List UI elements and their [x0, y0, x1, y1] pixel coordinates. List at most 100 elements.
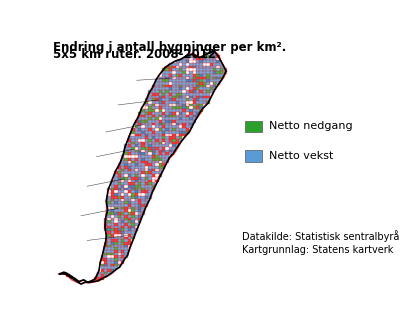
Bar	[145, 104, 148, 107]
Bar	[142, 185, 145, 188]
Bar	[131, 231, 135, 234]
Bar	[142, 109, 145, 112]
Bar	[114, 198, 118, 201]
Bar	[182, 117, 186, 120]
Bar	[169, 115, 172, 117]
Bar	[186, 120, 189, 123]
Bar	[111, 242, 114, 244]
Bar	[176, 82, 179, 85]
Bar	[169, 147, 172, 150]
Bar	[155, 161, 158, 163]
Bar	[152, 169, 155, 172]
Bar	[186, 60, 189, 63]
Bar	[148, 161, 152, 163]
Bar	[135, 128, 138, 131]
Bar	[169, 79, 172, 82]
Bar	[128, 204, 131, 207]
Bar	[186, 74, 189, 76]
Bar	[131, 215, 135, 218]
Bar	[107, 234, 111, 236]
Bar	[172, 142, 176, 144]
Bar	[158, 163, 162, 166]
Bar	[196, 93, 200, 96]
Text: Netto vekst: Netto vekst	[268, 151, 333, 161]
Bar	[131, 166, 135, 169]
Bar	[176, 63, 179, 66]
Bar	[104, 269, 107, 272]
Bar	[104, 275, 107, 277]
Bar	[179, 96, 182, 98]
Bar	[182, 87, 186, 90]
Bar	[155, 133, 158, 136]
Bar	[124, 244, 128, 247]
Bar	[124, 223, 128, 226]
Bar	[216, 55, 220, 58]
Bar	[128, 242, 131, 244]
Bar	[162, 128, 165, 131]
Bar	[138, 220, 142, 223]
Bar	[111, 236, 114, 239]
Bar	[162, 136, 165, 139]
Bar	[186, 93, 189, 96]
Bar	[155, 155, 158, 158]
Bar	[145, 120, 148, 123]
Bar	[142, 136, 145, 139]
Bar	[152, 90, 155, 93]
Bar	[169, 153, 172, 155]
Bar	[216, 71, 220, 74]
Bar	[131, 144, 135, 147]
Bar	[172, 112, 176, 115]
Bar	[135, 190, 138, 193]
Bar	[182, 76, 186, 79]
Bar	[179, 136, 182, 139]
Bar	[152, 131, 155, 133]
Bar	[189, 98, 193, 101]
Bar	[148, 196, 152, 198]
Bar	[182, 101, 186, 104]
Bar	[179, 66, 182, 68]
Bar	[155, 79, 158, 82]
Bar	[114, 255, 118, 258]
Bar	[169, 112, 172, 115]
Bar	[155, 131, 158, 133]
Bar	[206, 90, 210, 93]
Bar	[193, 93, 196, 96]
Bar	[124, 166, 128, 169]
Bar	[111, 261, 114, 264]
Bar	[176, 79, 179, 82]
Bar	[203, 85, 206, 87]
Bar	[121, 234, 124, 236]
Bar	[165, 68, 169, 71]
Bar	[118, 228, 121, 231]
Bar	[135, 180, 138, 182]
Bar	[128, 142, 131, 144]
Bar	[121, 207, 124, 209]
Bar	[176, 142, 179, 144]
Bar	[124, 158, 128, 161]
Bar	[155, 93, 158, 96]
Bar	[182, 68, 186, 71]
Bar	[138, 180, 142, 182]
Bar	[104, 261, 107, 264]
Bar	[148, 142, 152, 144]
Bar	[193, 101, 196, 104]
Bar	[148, 158, 152, 161]
Bar	[165, 131, 169, 133]
Bar	[135, 177, 138, 180]
Bar	[176, 117, 179, 120]
Bar	[114, 196, 118, 198]
Bar	[155, 125, 158, 128]
Bar	[182, 74, 186, 76]
Bar	[135, 136, 138, 139]
Bar	[135, 198, 138, 201]
Bar	[97, 275, 100, 277]
Bar	[169, 68, 172, 71]
Bar	[162, 115, 165, 117]
Bar	[138, 147, 142, 150]
Bar	[186, 115, 189, 117]
Bar	[107, 239, 111, 242]
Bar	[138, 204, 142, 207]
Bar	[97, 277, 100, 280]
Bar	[142, 115, 145, 117]
Bar	[203, 82, 206, 85]
